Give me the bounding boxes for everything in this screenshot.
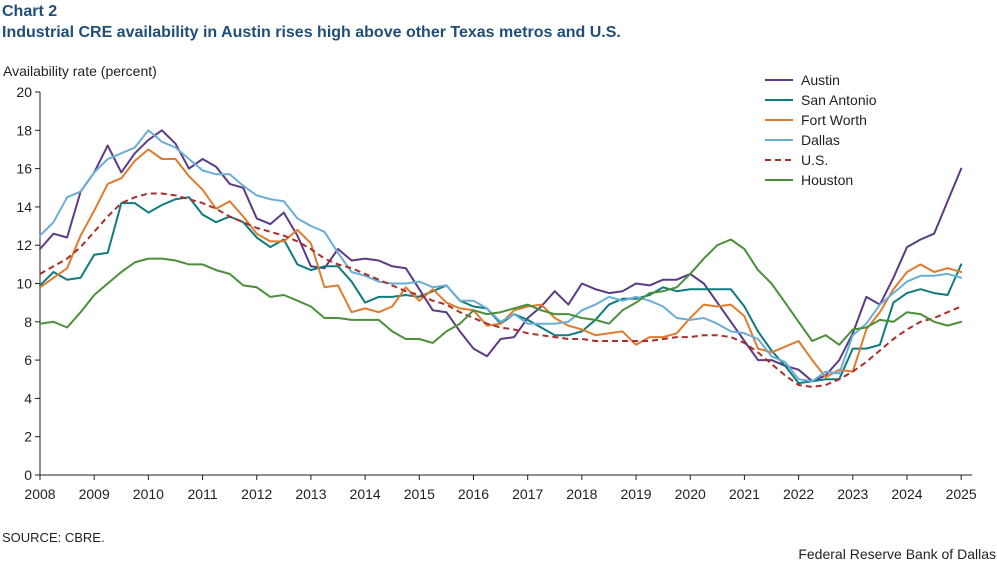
y-tick-label: 0 (24, 467, 32, 483)
y-tick-label: 14 (16, 199, 32, 215)
legend-label-dallas: Dallas (801, 132, 840, 148)
legend-label-austin: Austin (801, 72, 840, 88)
x-tick-label: 2015 (404, 486, 435, 502)
x-tick-label: 2024 (891, 486, 922, 502)
x-tick-label: 2010 (133, 486, 164, 502)
credit-line: Federal Reserve Bank of Dallas (798, 546, 996, 562)
chart-label: Chart 2 (2, 3, 58, 20)
x-tick-label: 2016 (458, 486, 489, 502)
x-tick-label: 2020 (675, 486, 706, 502)
x-tick-label: 2022 (783, 486, 814, 502)
source-note: SOURCE: CBRE. (2, 530, 105, 545)
chart-title: Industrial CRE availability in Austin ri… (2, 24, 621, 41)
y-tick-label: 18 (16, 122, 32, 138)
x-tick-label: 2014 (350, 486, 381, 502)
legend: Austin San Antonio Fort Worth Dallas U.S. Hou… (765, 72, 877, 188)
y-tick-label: 4 (24, 390, 32, 406)
x-tick-label: 2018 (566, 486, 597, 502)
x-tick-label: 2023 (837, 486, 868, 502)
x-tick-label: 2017 (512, 486, 543, 502)
series-line-dallas (39, 129, 963, 383)
legend-label-houston: Houston (801, 172, 853, 188)
legend-label-u-s: U.S. (801, 152, 828, 168)
legend-label-san-antonio: San Antonio (801, 92, 877, 108)
legend-label-fort-worth: Fort Worth (801, 112, 867, 128)
x-tick-label: 2021 (729, 486, 760, 502)
y-tick-label: 6 (24, 352, 32, 368)
y-tick-label: 12 (16, 237, 32, 253)
y-tick-label: 2 (24, 429, 32, 445)
axes: Availability rate (percent) 0 2 4 6 8 10 12 14 16… (3, 63, 977, 502)
y-tick-label: 16 (16, 161, 32, 177)
x-tick-label: 2019 (620, 486, 651, 502)
x-tick-label: 2011 (188, 486, 218, 502)
series-line-fort-worth (39, 148, 963, 379)
series-line-san-antonio (39, 196, 963, 385)
y-axis-label: Availability rate (percent) (3, 63, 157, 79)
x-tick-label: 2009 (79, 486, 110, 502)
series-line-u-s (39, 192, 962, 388)
y-tick-label: 10 (16, 276, 32, 292)
x-tick-label: 2013 (295, 486, 326, 502)
x-tick-label: 2025 (946, 486, 977, 502)
x-tick-label: 2008 (24, 486, 55, 502)
series-lines (39, 129, 963, 388)
series-line-austin (39, 129, 963, 383)
series-line-houston (39, 238, 963, 346)
x-tick-label: 2012 (241, 486, 272, 502)
y-tick-label: 8 (24, 314, 32, 330)
y-tick-label: 20 (16, 84, 32, 100)
